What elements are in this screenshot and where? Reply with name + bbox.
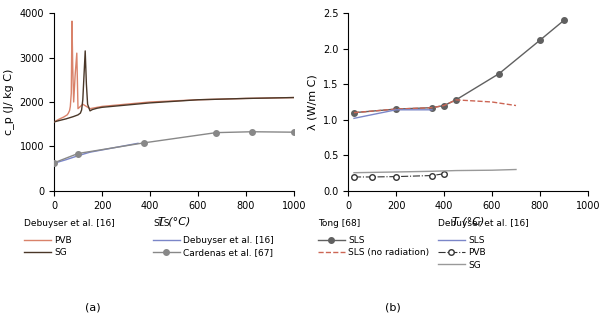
Text: (a): (a) — [85, 303, 101, 313]
Text: Cardenas et al. [67]: Cardenas et al. [67] — [183, 248, 273, 257]
Text: SG: SG — [54, 248, 67, 257]
Text: SLS: SLS — [468, 236, 485, 245]
Text: SG: SG — [468, 261, 481, 269]
X-axis label: T (°C): T (°C) — [452, 216, 484, 226]
Y-axis label: λ (W/m C): λ (W/m C) — [307, 74, 317, 130]
Text: SLS: SLS — [153, 219, 170, 228]
Text: PVB: PVB — [468, 248, 485, 257]
Text: Debuyser et al. [16]: Debuyser et al. [16] — [183, 236, 274, 245]
Text: SLS: SLS — [348, 236, 365, 245]
Y-axis label: c_p (J/ kg C): c_p (J/ kg C) — [3, 69, 14, 135]
Text: Debuyser et al. [16]: Debuyser et al. [16] — [24, 219, 115, 228]
X-axis label: T (°C): T (°C) — [158, 216, 190, 226]
Text: (b): (b) — [385, 303, 401, 313]
Text: Tong [68]: Tong [68] — [318, 219, 360, 228]
Text: SLS (no radiation): SLS (no radiation) — [348, 248, 429, 257]
Text: Debuyser et al. [16]: Debuyser et al. [16] — [438, 219, 529, 228]
Text: PVB: PVB — [54, 236, 71, 245]
